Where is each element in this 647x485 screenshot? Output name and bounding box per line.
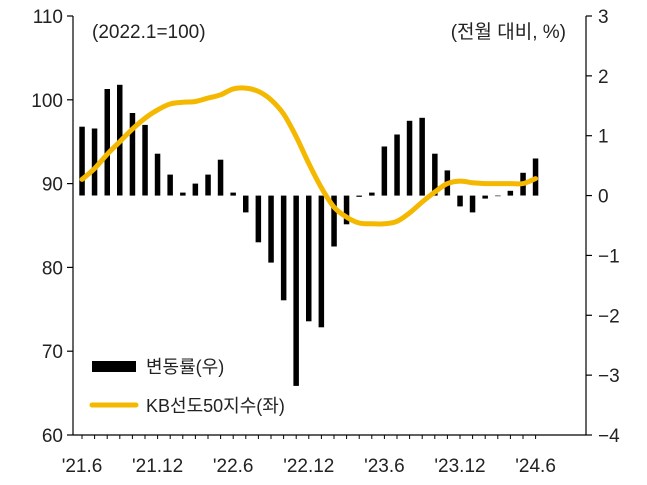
bar [180, 192, 186, 196]
x-tick-label: '22.12 [283, 456, 334, 477]
bar [482, 195, 488, 199]
line-series [79, 85, 539, 227]
left-tick-label: 100 [31, 91, 63, 112]
legend-label-line: KB선도50지수(좌) [146, 396, 285, 416]
x-tick-label: '21.6 [62, 456, 103, 477]
bar [192, 183, 199, 196]
bar [205, 174, 211, 196]
left-tick-label: 80 [42, 258, 63, 279]
legend-swatch-bar [92, 361, 136, 372]
bar [457, 195, 463, 207]
right-tick-label: −1 [598, 246, 620, 267]
x-tick-label: '23.12 [434, 456, 485, 477]
bar [318, 195, 325, 328]
right-tick-label: 1 [598, 127, 609, 148]
x-tick-label: '24.6 [515, 456, 556, 477]
x-ticks: '21.6 '21.12 '22.6 '22.12 '23.6 '23.12 '24.6 [62, 435, 556, 477]
left-tick-label: 110 [33, 7, 63, 28]
legend-label-bar: 변동률(우) [146, 357, 224, 377]
bar [129, 113, 136, 196]
bar [167, 174, 173, 196]
bar [217, 159, 224, 196]
right-tick-label: −4 [598, 426, 620, 447]
right-axis-note: (전월 대비, %) [451, 21, 566, 43]
bar [381, 146, 388, 196]
bar [356, 195, 362, 197]
left-tick-label: 70 [42, 342, 63, 363]
bar [406, 120, 413, 196]
kb-index-line [79, 85, 539, 227]
bar [104, 89, 110, 196]
bar [293, 195, 299, 386]
bar [331, 195, 337, 247]
left-axis-note: (2022.1=100) [92, 22, 206, 43]
x-tick-label: '22.6 [213, 456, 254, 477]
right-y-ticks: 3 2 1 0 −1 −2 −3 −4 [586, 7, 620, 447]
bar [91, 128, 98, 196]
bar [495, 195, 501, 197]
bar [394, 134, 400, 196]
right-tick-label: 0 [598, 187, 609, 208]
bar [419, 117, 425, 196]
left-y-ticks: 110 100 90 80 70 60 [31, 7, 73, 447]
bar [432, 153, 438, 196]
right-tick-label: 3 [598, 7, 609, 28]
bar [79, 126, 85, 196]
bar [507, 190, 514, 196]
right-tick-label: 2 [598, 67, 609, 88]
bar-series [79, 84, 539, 386]
bar [243, 195, 249, 213]
bar [255, 195, 262, 243]
bar [142, 124, 148, 196]
x-tick-label: '21.12 [132, 456, 183, 477]
bar [306, 195, 312, 322]
right-tick-label: −2 [598, 306, 620, 327]
bar [280, 195, 287, 301]
bar [230, 192, 236, 196]
bar [343, 195, 350, 225]
legend: 변동률(우) KB선도50지수(좌) [89, 357, 285, 416]
x-tick-label: '23.6 [364, 456, 405, 477]
bar [469, 195, 476, 213]
left-tick-label: 60 [42, 426, 63, 447]
right-tick-label: −3 [598, 366, 620, 387]
bar [369, 192, 375, 196]
left-tick-label: 90 [42, 175, 63, 196]
bar [154, 153, 161, 196]
bar [268, 195, 274, 263]
